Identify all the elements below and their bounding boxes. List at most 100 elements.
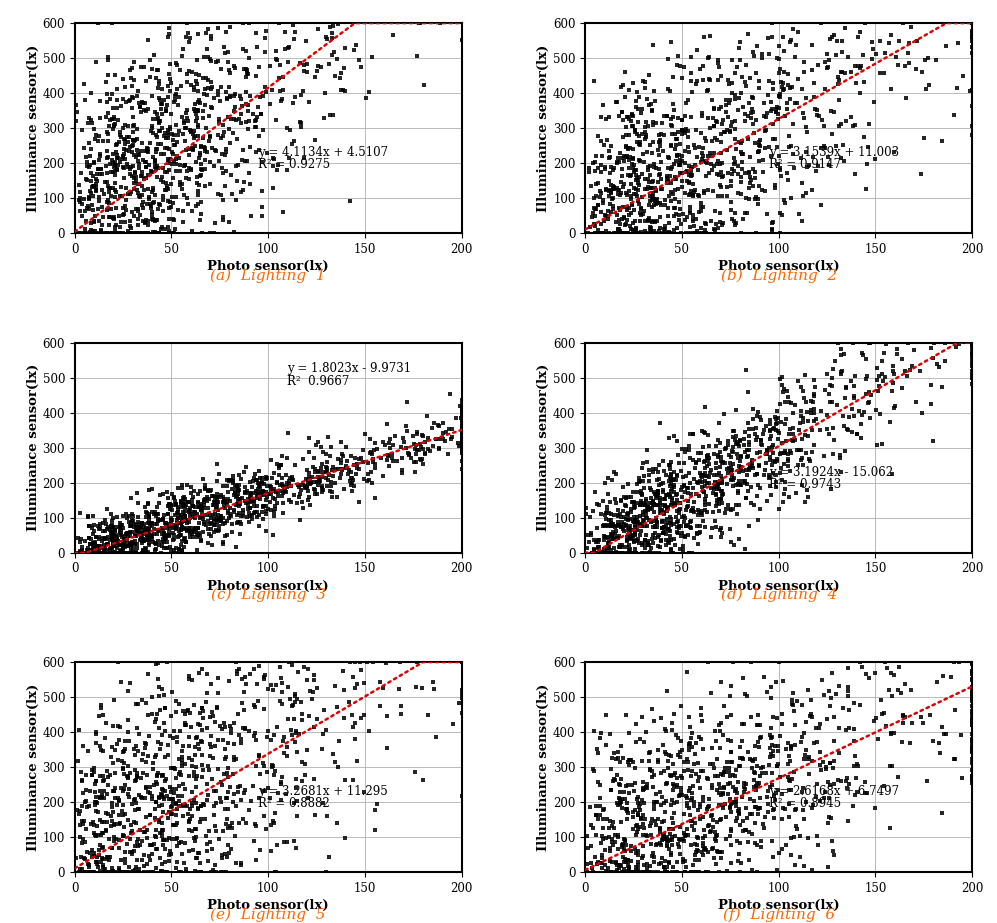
Point <box>744 453 760 468</box>
Point <box>165 512 180 527</box>
Point <box>605 516 621 531</box>
Point <box>99 150 115 165</box>
Point <box>242 494 258 509</box>
Point <box>314 726 330 741</box>
Point <box>603 192 619 207</box>
Point <box>629 519 645 533</box>
Point <box>635 545 651 560</box>
Point <box>187 780 203 795</box>
Point <box>91 162 107 176</box>
Point <box>799 90 815 105</box>
Point <box>428 431 444 446</box>
Point <box>154 97 169 112</box>
Point <box>731 102 747 117</box>
Point <box>168 135 184 150</box>
Point <box>731 159 747 174</box>
Point <box>189 800 205 815</box>
Point <box>156 833 171 847</box>
Point <box>192 811 208 826</box>
Point <box>733 170 749 185</box>
Point <box>319 463 335 478</box>
Point <box>610 183 626 198</box>
Point <box>251 128 267 143</box>
Point <box>648 497 664 512</box>
Point <box>300 662 316 677</box>
Point <box>78 834 94 849</box>
Point <box>677 865 693 880</box>
Point <box>772 397 788 412</box>
Point <box>652 133 668 148</box>
Point <box>238 85 254 100</box>
Point <box>648 491 664 506</box>
Point <box>167 89 183 103</box>
Point <box>645 462 661 476</box>
Point <box>271 660 287 675</box>
Point <box>76 77 92 91</box>
Point <box>799 404 815 419</box>
Point <box>436 415 452 430</box>
Point <box>671 789 687 804</box>
Point <box>131 526 147 541</box>
Point <box>104 513 120 528</box>
Point <box>672 833 688 847</box>
Point <box>116 828 132 843</box>
Point <box>454 436 470 450</box>
Point <box>658 487 674 502</box>
Point <box>241 506 257 521</box>
Point <box>607 492 623 507</box>
Point <box>121 734 137 749</box>
Point <box>764 747 780 761</box>
Point <box>169 512 185 527</box>
Point <box>192 814 208 829</box>
Point <box>837 379 853 394</box>
Point <box>454 416 470 431</box>
Point <box>616 865 632 880</box>
Point <box>744 826 760 841</box>
Point <box>442 387 458 402</box>
Point <box>615 78 631 92</box>
Point <box>763 452 779 467</box>
Point <box>110 533 126 548</box>
Point <box>152 825 167 840</box>
Point <box>619 168 635 183</box>
Point <box>95 825 111 840</box>
Point <box>679 752 695 767</box>
Point <box>606 545 622 560</box>
Point <box>693 764 709 779</box>
Point <box>676 807 692 821</box>
Point <box>636 821 652 836</box>
Point <box>146 521 162 536</box>
Point <box>157 773 172 788</box>
Point <box>702 121 718 136</box>
Point <box>733 856 749 870</box>
Point <box>702 146 718 161</box>
Point <box>734 789 750 804</box>
Point <box>269 158 285 173</box>
Point <box>255 784 271 798</box>
Point <box>671 195 687 210</box>
Point <box>79 543 95 557</box>
Point <box>601 188 617 203</box>
Point <box>712 473 728 488</box>
Point <box>161 506 176 521</box>
Point <box>951 654 967 669</box>
Point <box>158 183 173 198</box>
Point <box>185 489 201 504</box>
Point <box>106 226 122 241</box>
Point <box>642 837 658 852</box>
Point <box>668 727 684 742</box>
Point <box>175 797 191 812</box>
Point <box>659 108 675 123</box>
Text: (d)  Lighting  4: (d) Lighting 4 <box>721 588 836 602</box>
Point <box>117 534 133 549</box>
Point <box>643 181 659 196</box>
Point <box>722 124 738 138</box>
Point <box>672 202 688 217</box>
Point <box>608 181 624 196</box>
Point <box>749 467 765 482</box>
Point <box>314 485 330 500</box>
Point <box>394 450 410 465</box>
Point <box>701 457 717 472</box>
Point <box>288 841 304 856</box>
Point <box>857 387 873 402</box>
